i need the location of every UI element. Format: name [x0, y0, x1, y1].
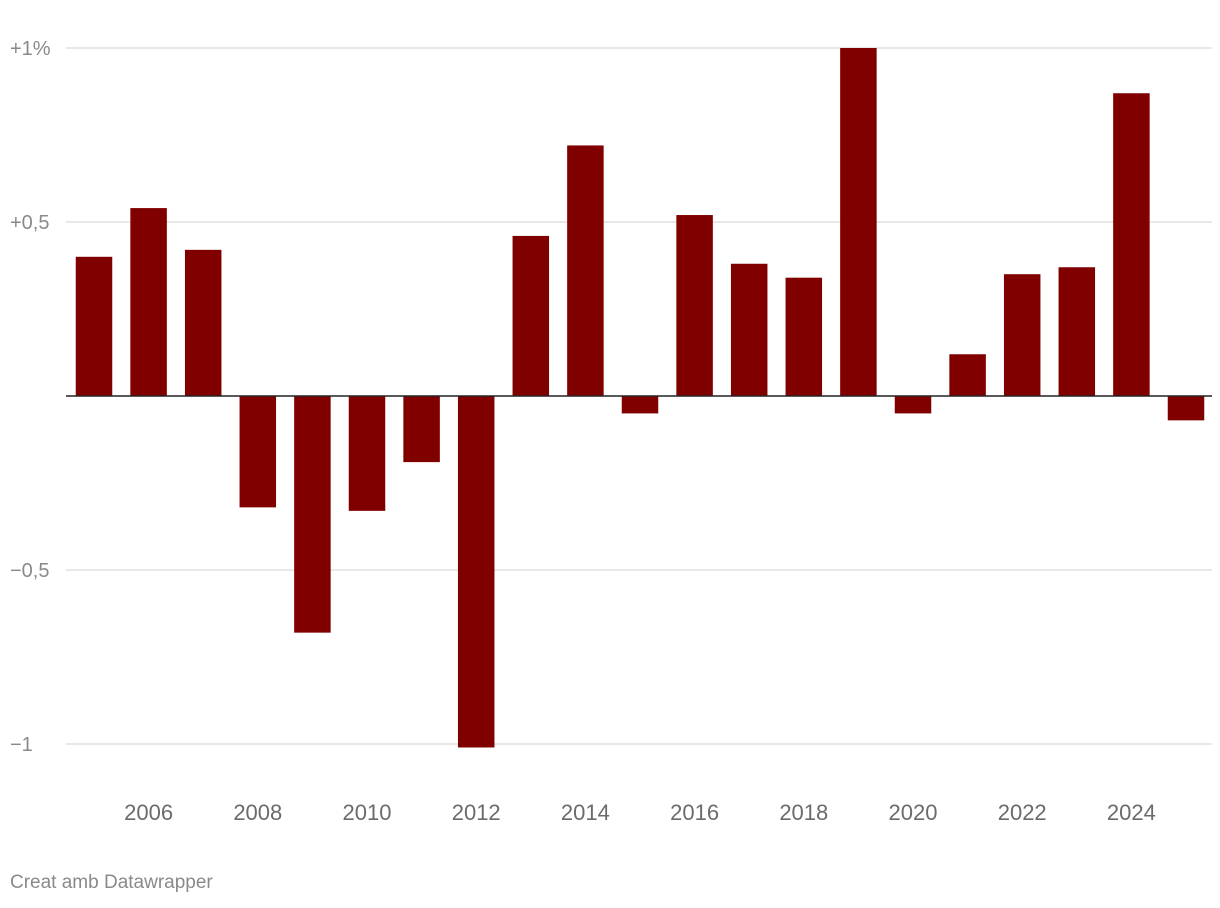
y-axis-labels: +1% +0,5 −0,5 −1	[10, 38, 51, 756]
bar-2008	[239, 396, 277, 508]
bar-2010	[348, 396, 386, 511]
y-tick-label: +1%	[10, 38, 51, 60]
bar-2025	[1167, 396, 1205, 421]
bar-2006	[130, 208, 167, 396]
x-tick-label-2014: 2014	[561, 800, 610, 825]
credit-text: Creat amb Datawrapper	[10, 872, 213, 893]
bar-2005	[75, 256, 113, 396]
bar-2017	[730, 263, 768, 396]
x-tick-label-2006: 2006	[124, 800, 173, 825]
y-tick-label: +0,5	[10, 212, 49, 234]
x-tick-label-2010: 2010	[343, 800, 392, 825]
x-tick-label-2016: 2016	[670, 800, 719, 825]
bar-2024	[1113, 93, 1150, 397]
x-tick-label-2018: 2018	[779, 800, 828, 825]
bar-2019	[840, 48, 877, 396]
bar-2015	[621, 396, 659, 414]
bar-2014	[567, 145, 604, 396]
x-tick-label-2020: 2020	[889, 800, 938, 825]
gridlines	[66, 47, 1212, 745]
bar-2021	[949, 354, 986, 396]
bar-2007	[184, 249, 222, 396]
bar-2020	[894, 396, 932, 414]
y-tick-label: −1	[10, 734, 33, 756]
bar-2016	[676, 215, 713, 396]
x-tick-label-2012: 2012	[452, 800, 501, 825]
bar-2022	[1003, 274, 1041, 396]
x-tick-label-2022: 2022	[998, 800, 1047, 825]
bar-2023	[1058, 267, 1096, 396]
bar-2011	[403, 396, 440, 463]
bar-2012	[457, 396, 495, 748]
bar-2009	[294, 396, 331, 633]
bar-2018	[785, 277, 823, 396]
y-tick-label: −0,5	[10, 560, 49, 582]
x-tick-label-2024: 2024	[1107, 800, 1156, 825]
x-tick-label-2008: 2008	[233, 800, 282, 825]
x-axis-labels: 2006 2008 2010 2012 2014 2016 2018 2020 2022 2024	[124, 800, 1156, 825]
bars	[75, 48, 1205, 748]
bar-2013	[512, 235, 550, 396]
